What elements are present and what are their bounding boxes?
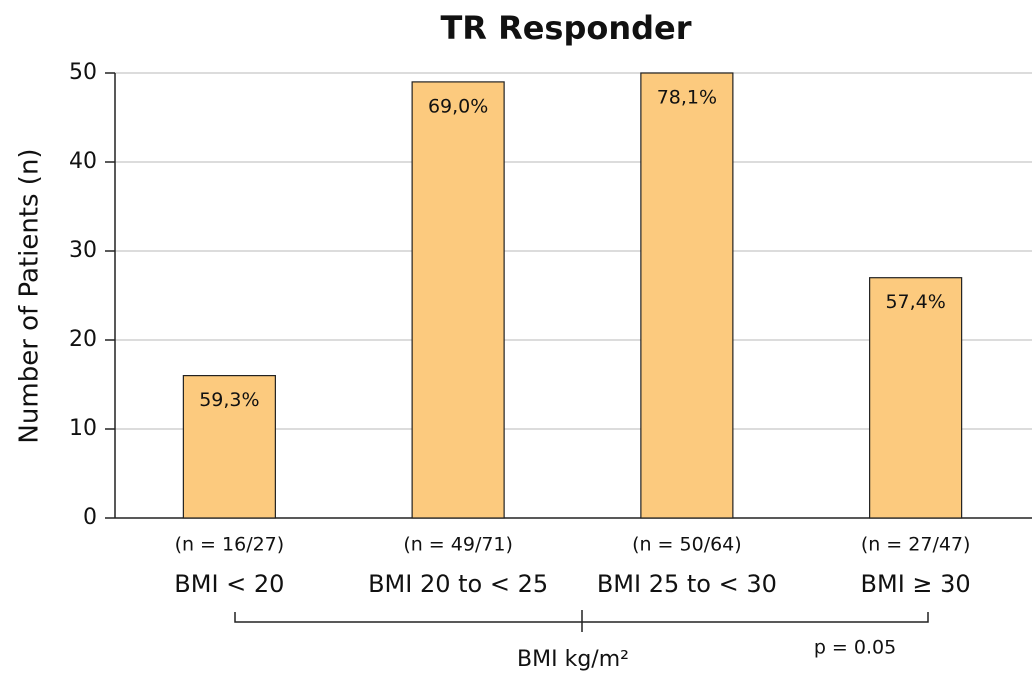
bar-label: 59,3% [199,389,259,411]
group-count: (n = 16/27) [175,534,285,556]
x-tick-label: BMI ≥ 30 [861,570,971,598]
bar-label: 69,0% [428,95,488,117]
group-count: (n = 50/64) [632,534,742,556]
p-value-annotation: p = 0.05 [814,637,896,659]
y-axis-label: Number of Patients (n) [15,148,45,443]
x-tick-label: BMI 25 to < 30 [597,570,777,598]
y-tick-label: 20 [69,327,97,352]
x-tick-label: BMI < 20 [174,570,284,598]
y-tick-label: 10 [69,416,97,441]
bar [411,81,505,519]
bracket [234,610,929,632]
x-tick-label: BMI 20 to < 25 [368,570,548,598]
bar [182,375,276,519]
bar-label: 78,1% [657,87,717,109]
y-tick-label: 0 [83,505,97,530]
y-tick-label: 40 [69,149,97,174]
bar [869,277,963,519]
y-tick-label: 50 [69,60,97,85]
bar-label: 57,4% [885,291,945,313]
x-axis-label: BMI kg/m² [517,647,629,672]
group-count: (n = 49/71) [403,534,513,556]
group-count: (n = 27/47) [861,534,971,556]
chart-title: TR Responder [440,9,691,47]
bar [640,72,734,519]
y-tick-label: 30 [69,238,97,263]
